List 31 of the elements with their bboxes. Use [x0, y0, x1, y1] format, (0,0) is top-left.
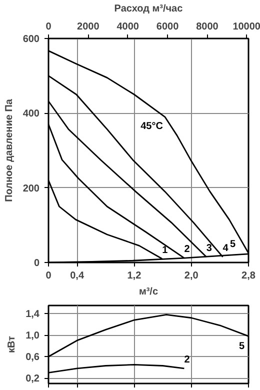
x-tick-label: 2,0 — [184, 270, 199, 282]
series-label: 3 — [206, 242, 212, 254]
y-tick-label: 0 — [34, 258, 40, 269]
series-label: 2 — [184, 354, 190, 366]
series-label: 5 — [230, 239, 236, 250]
y-tick-label: 1,4 — [26, 309, 40, 320]
x2-tick-label: 6000 — [156, 22, 180, 32]
y-tick-label: 0,6 — [26, 352, 40, 364]
x2-tick-label: 10000 — [232, 22, 260, 32]
y-tick-label: 600 — [22, 34, 40, 45]
x2-tick-label: 0 — [46, 22, 52, 32]
series-label: 2 — [184, 244, 190, 256]
y-tick-label: 200 — [22, 183, 40, 194]
x-tick-label: 1,2 — [127, 270, 142, 282]
x2-axis-title: Расход м³/час — [114, 4, 184, 14]
annotation: 45°C — [140, 120, 163, 132]
x2-tick-label: 2000 — [77, 22, 100, 32]
y-axis-title: кВт — [6, 336, 18, 353]
y-tick-label: 0,2 — [26, 374, 40, 385]
x-tick-label: 0 — [46, 270, 52, 282]
series-label: 1 — [162, 244, 168, 256]
x-tick-label: 2,8 — [242, 270, 256, 282]
y-tick-label: 1,0 — [26, 330, 40, 342]
series-label: 4 — [222, 242, 229, 254]
y-axis-title: Полное давление Па — [4, 98, 15, 202]
x2-tick-label: 8000 — [196, 22, 219, 32]
series-label: 5 — [238, 341, 245, 352]
x-axis-title: м³/с — [138, 286, 158, 298]
x-tick-label: 0,4 — [70, 270, 84, 282]
x2-tick-label: 4000 — [116, 22, 140, 32]
y-tick-label: 400 — [22, 108, 40, 120]
